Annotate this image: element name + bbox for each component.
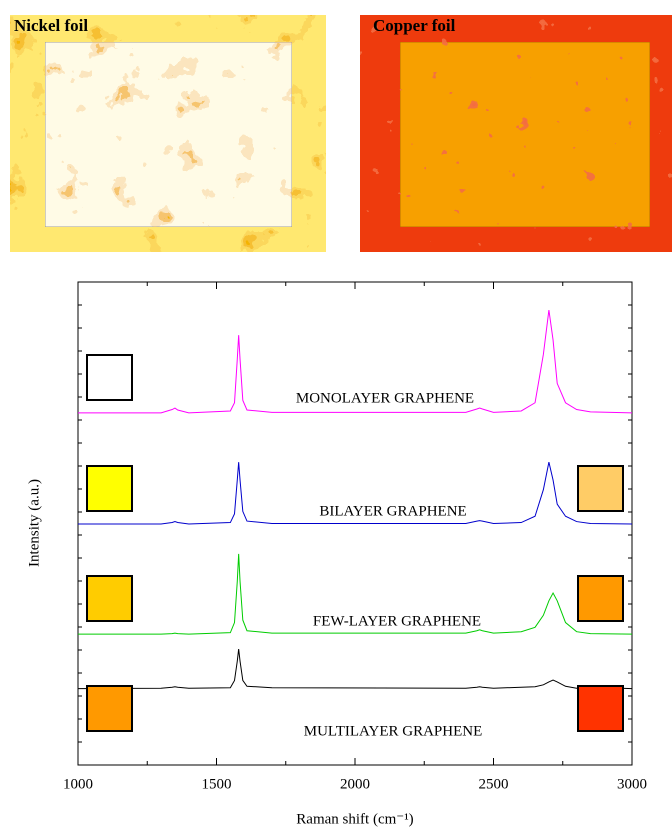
series-label: MONOLAYER GRAPHENE bbox=[296, 390, 474, 406]
x-axis-label: Raman shift (cm⁻¹) bbox=[296, 811, 413, 827]
series-label: FEW-LAYER GRAPHENE bbox=[313, 613, 481, 629]
x-tick-label: 1000 bbox=[63, 776, 93, 792]
x-tick-label: 1500 bbox=[202, 776, 232, 792]
color-swatch bbox=[87, 686, 132, 731]
color-swatch bbox=[578, 686, 623, 731]
color-swatch bbox=[578, 576, 623, 621]
color-swatch bbox=[87, 466, 132, 511]
x-tick-label: 2500 bbox=[479, 776, 509, 792]
series-label: BILAYER GRAPHENE bbox=[319, 503, 466, 519]
y-axis-label: Intensity (a.u.) bbox=[26, 479, 42, 567]
spectrum-line bbox=[78, 649, 632, 689]
figure: Nickel foil Copper foil Raman shift (cm⁻… bbox=[0, 0, 672, 834]
series-label: MULTILAYER GRAPHENE bbox=[304, 723, 482, 739]
panel-title: Nickel foil bbox=[14, 16, 88, 35]
color-swatch bbox=[87, 355, 132, 400]
panel-title: Copper foil bbox=[373, 16, 456, 35]
x-tick-label: 2000 bbox=[340, 776, 370, 792]
color-swatch bbox=[87, 576, 132, 621]
nickel-map: Nickel foil bbox=[10, 15, 326, 252]
copper-map: Copper foil bbox=[360, 15, 672, 252]
page: {"panels": [{"title": "Nickel foil"}, {"… bbox=[0, 0, 672, 834]
x-tick-label: 3000 bbox=[617, 776, 647, 792]
color-swatch bbox=[578, 466, 623, 511]
